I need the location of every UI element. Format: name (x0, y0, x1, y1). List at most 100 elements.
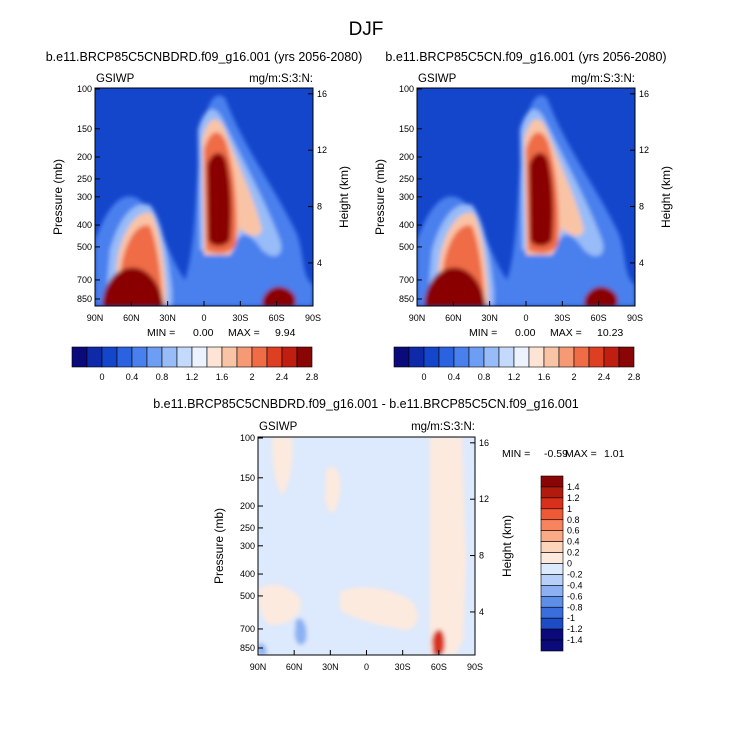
y-axis-right: 4 8 12 16 (308, 89, 327, 268)
min-label: MIN = (147, 327, 175, 339)
colorbar-box (498, 346, 515, 368)
colorbar-box (468, 346, 485, 368)
x-tick-label: 60N (123, 313, 140, 323)
y-tick-label: 250 (240, 523, 255, 533)
x-axis: 90N 60N 30N 0 30S 60S 90S (250, 650, 483, 672)
contour-level-2.8 (102, 153, 296, 306)
colorbar-label: 1.6 (216, 372, 229, 382)
colorbar-label: 0.6 (567, 526, 580, 536)
panel-top-right: b.e11.BRCP85C5CN.f09_g16.001 (yrs 2056-2… (373, 50, 673, 382)
colorbar-box (540, 519, 564, 531)
x-tick-label: 0 (364, 662, 369, 672)
colorbar-box (540, 606, 564, 619)
height-tick-label: 8 (317, 202, 322, 212)
x-tick-label: 60N (286, 662, 303, 672)
colorbar-label: 2.8 (306, 372, 319, 382)
colorbar: 0 0.4 0.8 1.2 1.6 2 2.4 2.8 (71, 346, 319, 382)
colorbar-label: 0 (567, 559, 572, 569)
variable-label: GSIWP (259, 421, 298, 433)
colorbar-label: 0.4 (126, 372, 139, 382)
colorbar-box (236, 346, 253, 368)
plot-area (258, 437, 475, 655)
plot-area (417, 88, 635, 306)
y-axis-left: 100 150 200 250 300 400 500 700 850 (77, 84, 100, 304)
x-tick-label: 0 (523, 313, 528, 323)
colorbar-box (540, 639, 564, 652)
y-tick-label: 100 (77, 84, 92, 94)
figure-title: DJF (349, 19, 384, 40)
colorbar-box (423, 346, 440, 368)
colorbar-label: 1.2 (567, 493, 580, 503)
colorbar-label: -1.2 (567, 624, 583, 634)
x-tick-label: 90N (409, 313, 426, 323)
y-tick-label: 850 (399, 294, 414, 304)
panel-top-left: b.e11.BRCP85C5CNBDRD.f09_g16.001 (yrs 20… (46, 50, 363, 382)
colorbar-label: 1.6 (538, 372, 551, 382)
colorbar-label: 0 (421, 372, 426, 382)
colorbar-box (191, 346, 208, 368)
x-tick-label: 60S (591, 313, 607, 323)
plot-area (95, 88, 313, 306)
max-label: MAX = (550, 327, 582, 339)
colorbar-box (540, 497, 564, 510)
height-tick-label: 12 (639, 145, 649, 155)
colorbar-box (71, 346, 88, 368)
colorbar-box (86, 346, 103, 368)
colorbar-box (528, 346, 545, 368)
contour-level-2.0 (438, 132, 559, 306)
y-tick-label: 250 (77, 174, 92, 184)
colorbar-box (573, 346, 590, 368)
y-axis-right: 4 8 12 16 (630, 89, 649, 268)
colorbar-box (408, 346, 425, 368)
height-tick-label: 12 (479, 494, 489, 504)
colorbar-label: 2 (249, 372, 254, 382)
colorbar-label: 2.8 (628, 372, 641, 382)
stats-line: MIN = 0.00 MAX = 10.23 (469, 327, 623, 339)
colorbar-box (393, 346, 410, 368)
y-tick-label: 100 (399, 84, 414, 94)
y-tick-label: 250 (399, 174, 414, 184)
x-tick-label: 30N (159, 313, 176, 323)
y-tick-label: 500 (77, 242, 92, 252)
colorbar-label: 2.4 (276, 372, 289, 382)
colorbar-box (483, 346, 500, 368)
min-value: -0.59 (544, 448, 568, 460)
x-tick-label: 60S (431, 662, 447, 672)
positive-region (258, 584, 302, 625)
colorbar-box (540, 628, 564, 641)
colorbar: 0 0.4 0.8 1.2 1.6 2 2.4 2.8 (393, 346, 641, 382)
x-tick-label: 30S (232, 313, 248, 323)
x-tick-label: 90N (250, 662, 267, 672)
y-axis-right-label: Height (km) (337, 166, 351, 228)
stats-line: MIN = 0.00 MAX = 9.94 (147, 327, 296, 339)
colorbar-box (603, 346, 620, 368)
units-label: mg/m:S:3:N: (411, 421, 475, 433)
colorbar-label: 0 (99, 372, 104, 382)
y-tick-label: 300 (77, 192, 92, 202)
colorbar-label: 0.4 (567, 537, 580, 547)
y-tick-label: 200 (399, 152, 414, 162)
colorbar-box (438, 346, 455, 368)
colorbar-label: 0.8 (478, 372, 491, 382)
x-tick-label: 90N (87, 313, 104, 323)
y-tick-label: 200 (77, 152, 92, 162)
max-value: 1.01 (604, 448, 625, 460)
colorbar-box (146, 346, 163, 368)
colorbar-label: -0.8 (567, 602, 583, 612)
colorbar-box (131, 346, 148, 368)
contour-fill (95, 95, 313, 306)
y-tick-label: 700 (240, 624, 255, 634)
y-tick-label: 300 (399, 192, 414, 202)
height-tick-label: 4 (317, 258, 322, 268)
max-label: MAX = (228, 327, 260, 339)
contour-level-2.0 (116, 132, 237, 306)
x-tick-label: 30S (554, 313, 570, 323)
colorbar-box (618, 346, 635, 368)
colorbar-box (101, 346, 118, 368)
height-tick-label: 4 (639, 258, 644, 268)
y-tick-label: 150 (399, 124, 414, 134)
x-tick-label: 90S (627, 313, 643, 323)
colorbar-label: 2 (571, 372, 576, 382)
height-tick-label: 16 (639, 89, 649, 99)
y-axis-left: 100 150 200 250 300 400 500 700 850 (240, 433, 263, 653)
